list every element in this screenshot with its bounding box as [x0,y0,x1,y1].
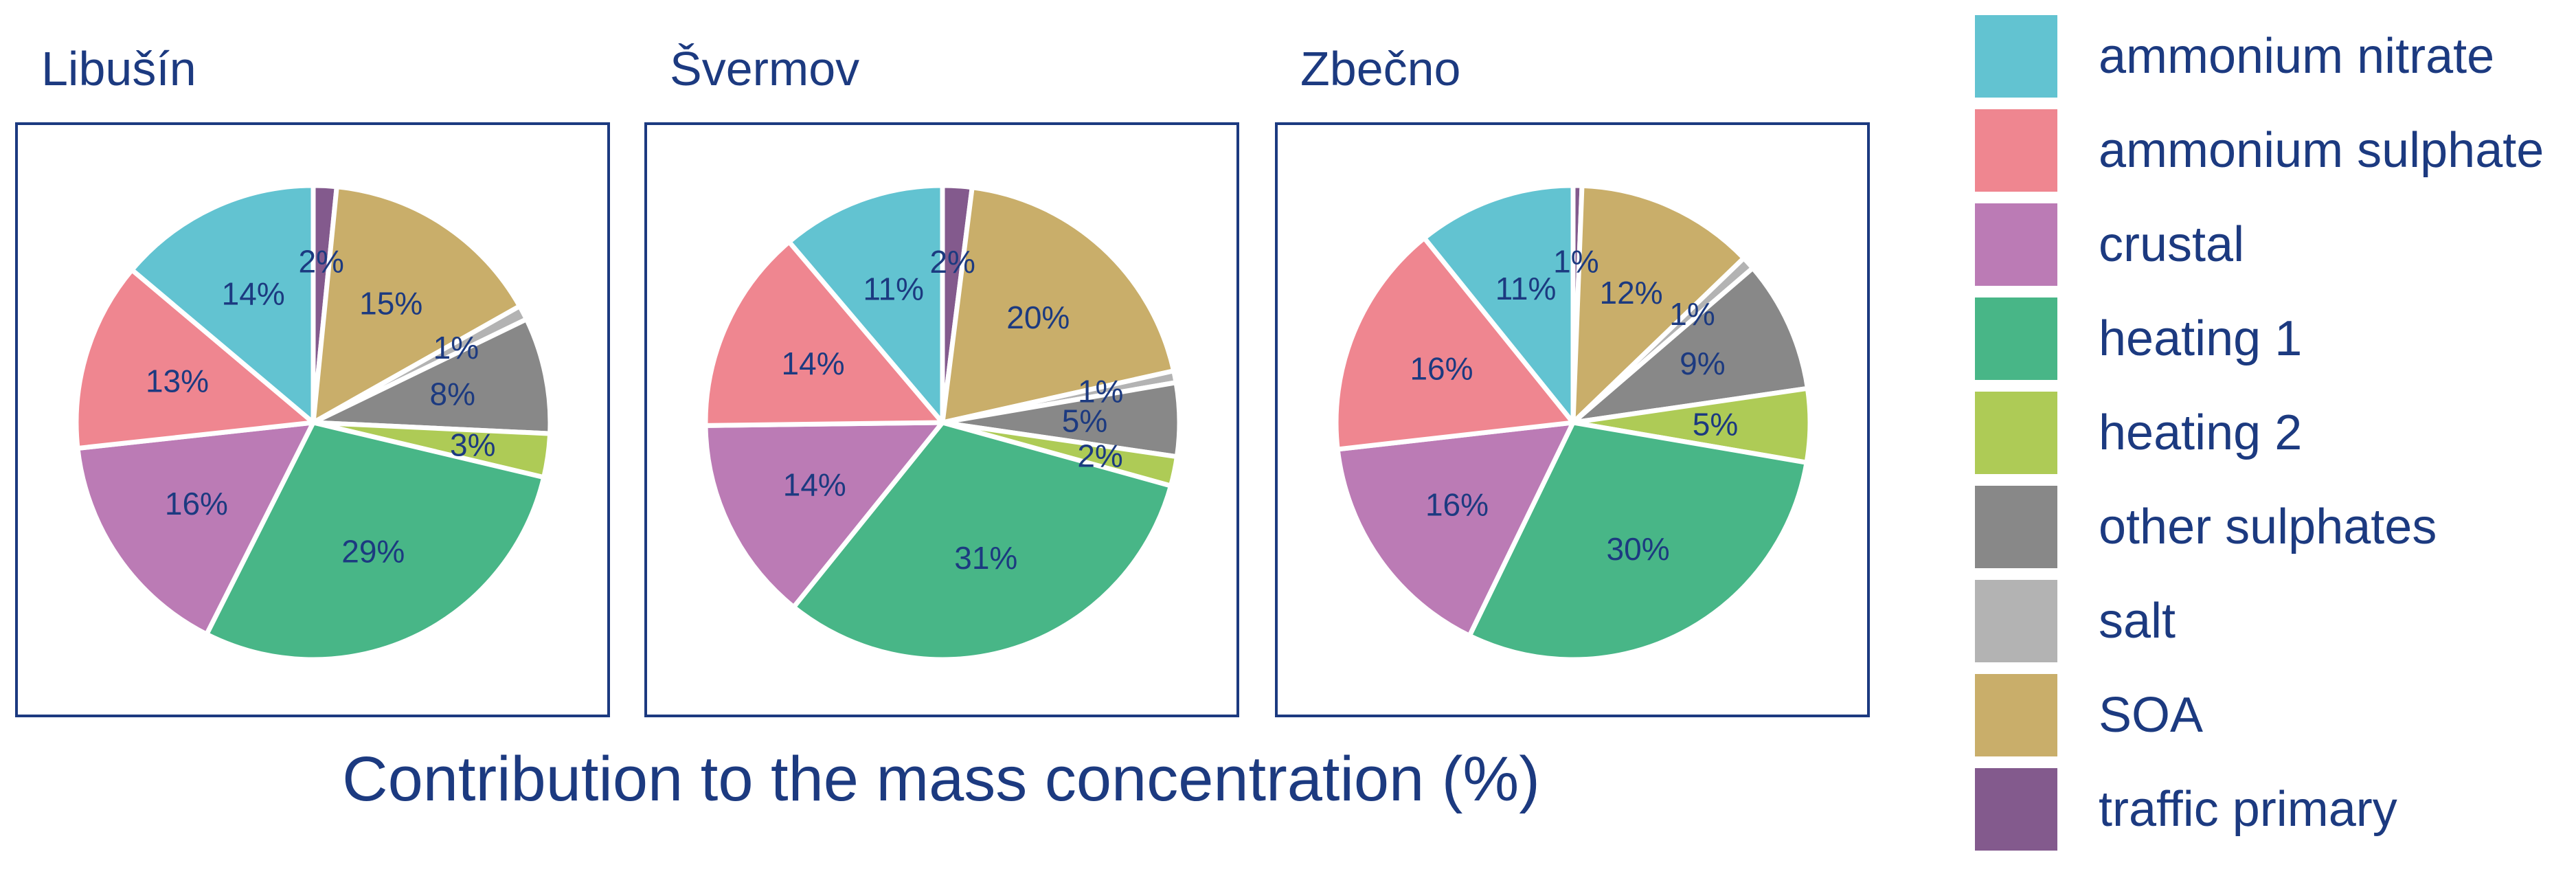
pie-slice-crustal [1335,420,1576,638]
legend-label-heating-2: heating 2 [2099,405,2303,460]
pie-label-ammonium-nitrate: 11% [1495,271,1557,306]
pie-slice-ammonium-nitrate [787,183,945,425]
pie-label-soa: 20% [1006,300,1070,335]
pie-slice-soa [940,185,1177,425]
pie-label-soa: 15% [359,286,422,322]
pie-label-crustal: 16% [1425,487,1489,523]
pie-label-ammonium-sulphate: 16% [1410,350,1473,386]
pie-slice-soa [1570,183,1747,425]
pie-slice-ammonium-sulphate [74,267,316,451]
pie-slice-other-sulphates [310,317,553,436]
pie-label-heating-2: 2% [1077,438,1122,473]
legend-swatch-crustal [1975,203,2057,286]
pie-slice-heating-1 [204,420,547,662]
pie-frame-zbecno: 1% 12% 1% 9% 5% 30% 16% 16% 11% [1275,122,1870,717]
pie-slice-ammonium-sulphate [703,239,945,428]
legend-label-ammonium-nitrate: ammonium nitrate [2099,29,2495,84]
legend-label-salt: salt [2099,594,2176,649]
pie-label-heating-1: 29% [341,534,405,570]
pie-label-traffic-primary: 2% [929,244,975,280]
panel-title-libusin: Libušín [41,42,196,96]
pie-slice-other-sulphates [1570,265,1810,425]
legend-swatch-heating-1 [1975,297,2057,380]
legend-swatch-other-sulphates [1975,486,2057,568]
panel-title-zbecno: Zbečno [1300,42,1461,96]
legend-label-crustal: crustal [2099,217,2245,272]
pie-slice-ammonium-nitrate [1421,183,1576,425]
pie-label-crustal: 14% [783,467,846,503]
pie-slice-ammonium-sulphate [1333,235,1576,452]
pie-label-salt: 1% [1078,374,1123,409]
pie-label-heating-1: 30% [1607,531,1670,567]
pie-label-ammonium-sulphate: 13% [146,363,209,399]
pie-label-traffic-primary: 1% [1553,243,1598,279]
legend-swatch-heating-2 [1975,392,2057,474]
pie-slice-crustal [703,420,945,610]
pie-label-heating-2: 5% [1693,407,1738,442]
legend-label-soa: SOA [2099,688,2204,743]
pie-label-crustal: 16% [165,486,228,521]
pie-slice-ammonium-nitrate [129,183,316,425]
pie-chart-libusin: 2% 15% 1% 8% 3% 29% 16% 13% 14% [74,183,553,662]
pie-chart-svermov: 2%20%1%5%2%31%14%14%11% [703,183,1182,662]
pie-label-ammonium-nitrate: 14% [222,276,285,311]
pie-label-salt: 1% [433,330,479,366]
legend-swatch-salt [1975,580,2057,662]
legend-swatch-ammonium-sulphate [1975,109,2057,192]
pie-slice-heating-1 [791,420,1173,662]
pie-frame-svermov: 2% 20% 1% 5% 2% 31% 14% 14% 11% [644,122,1239,717]
legend-swatch-ammonium-nitrate [1975,15,2057,98]
x-axis-label: Contribution to the mass concentration (… [342,744,1540,814]
legend-swatch-traffic-primary [1975,768,2057,851]
pie-slice-heating-1 [1467,420,1809,662]
pie-label-salt: 1% [1669,296,1715,332]
pie-chart-zbecno: 1%12%1% 9% 5% 30% 16% 16% 11% [1333,183,1813,662]
pie-label-heating-1: 31% [954,540,1017,576]
pie-label-heating-2: 3% [450,427,495,463]
pie-slice-soa [310,184,523,425]
pie-label-soa: 12% [1600,275,1663,311]
legend-swatch-soa [1975,674,2057,756]
legend-label-ammonium-sulphate: ammonium sulphate [2099,123,2544,178]
pie-label-traffic-primary: 2% [298,244,343,280]
pie-slice-crustal [75,420,316,637]
legend-label-traffic-primary: traffic primary [2099,782,2397,837]
pie-label-ammonium-sulphate: 14% [782,346,845,381]
legend-label-other-sulphates: other sulphates [2099,499,2437,554]
panel-title-svermov: Švermov [670,42,860,96]
pie-label-other-sulphates: 8% [430,376,475,412]
legend-label-heating-1: heating 1 [2099,311,2303,366]
pie-frame-libusin: 2% 15% 1% 8% 3% 29% 16% 13% 14% [15,122,610,717]
pie-label-other-sulphates: 9% [1680,346,1725,381]
pie-label-ammonium-nitrate: 11% [863,271,924,307]
pie-label-other-sulphates: 5% [1062,403,1107,438]
